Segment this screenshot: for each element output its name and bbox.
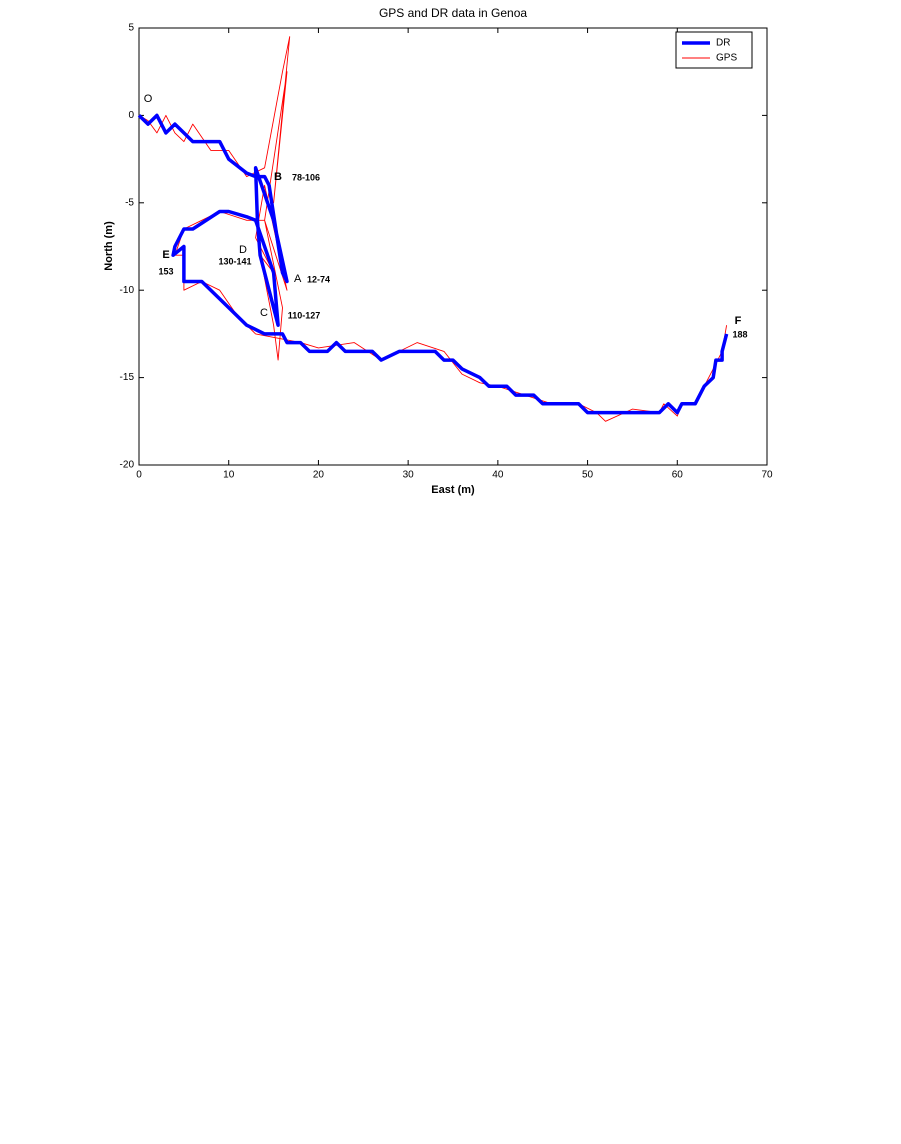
annotation: 12-74	[307, 274, 330, 284]
y-tick-label: -15	[120, 372, 135, 383]
x-tick-label: 10	[223, 470, 235, 481]
legend-label: GPS	[716, 53, 737, 64]
y-tick-label: 0	[128, 110, 134, 121]
annotation: E	[162, 249, 169, 261]
y-tick-label: -20	[120, 460, 135, 471]
chart-title: GPS and DR data in Genoa	[379, 6, 527, 20]
annotation: 78-106	[292, 172, 320, 182]
annotation: F	[735, 315, 742, 327]
annotation: 130-141	[218, 256, 251, 266]
legend-label: DR	[716, 38, 730, 49]
annotation: 110-127	[288, 310, 321, 320]
annotation: D	[239, 244, 247, 256]
x-tick-label: 30	[403, 470, 415, 481]
annotation: 153	[158, 266, 173, 276]
y-tick-label: 5	[128, 23, 134, 34]
y-axis-label: North (m)	[103, 221, 115, 271]
x-axis-label: East (m)	[431, 484, 475, 496]
annotation: C	[260, 307, 268, 319]
y-tick-label: -5	[125, 197, 134, 208]
annotation: B	[274, 171, 282, 183]
annotation: 188	[732, 329, 747, 339]
series-line	[137, 113, 729, 415]
x-tick-label: 20	[313, 470, 325, 481]
x-tick-label: 70	[761, 470, 773, 481]
x-tick-label: 40	[492, 470, 504, 481]
x-tick-label: 50	[582, 470, 594, 481]
annotation: O	[144, 93, 153, 105]
plot-area	[138, 27, 768, 466]
x-tick-label: 60	[672, 470, 684, 481]
annotation: A	[294, 273, 302, 285]
x-tick-label: 0	[136, 470, 142, 481]
legend-box	[675, 31, 753, 69]
y-tick-label: -10	[120, 285, 135, 296]
